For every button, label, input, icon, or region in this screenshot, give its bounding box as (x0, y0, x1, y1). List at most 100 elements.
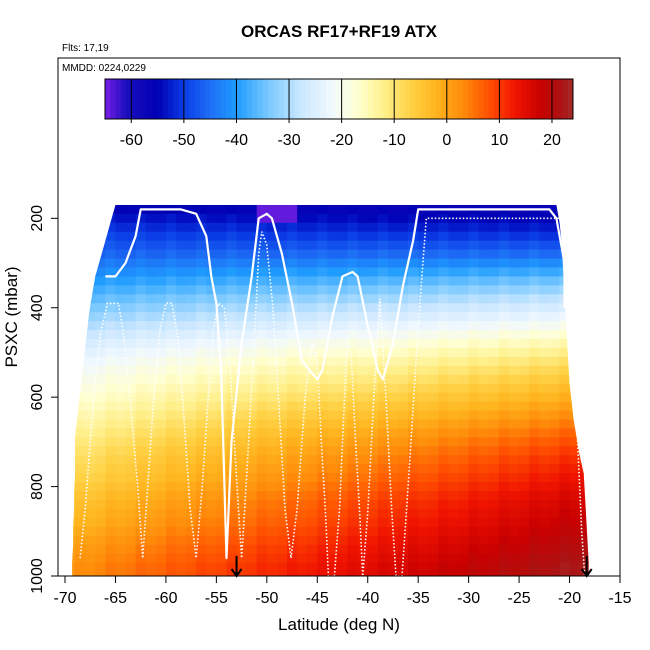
heatmap-cell (327, 356, 339, 367)
heatmap-cell (428, 347, 439, 358)
heatmap-cell (176, 562, 187, 573)
colorbar-cell (147, 79, 153, 119)
heatmap-cell (387, 392, 399, 403)
heatmap-cell (549, 526, 561, 537)
heatmap-cell (135, 499, 147, 510)
heatmap-cell (266, 508, 278, 519)
heatmap-cell (287, 535, 298, 546)
heatmap-cell (529, 312, 540, 322)
heatmap-cell (266, 482, 278, 492)
colorbar: -60 -50 -40 -30 -20 -10 0 10 20 (104, 78, 574, 149)
heatmap-cell (246, 240, 258, 251)
heatmap-cell (468, 464, 480, 474)
heatmap-cell (216, 258, 228, 269)
heatmap-cell (357, 419, 369, 430)
heatmap-cell (276, 526, 288, 537)
heatmap-cell (579, 517, 589, 528)
colorbar-cell (289, 79, 295, 119)
x-tick-label: -35 (407, 590, 430, 607)
heatmap-cell (145, 508, 157, 519)
heatmap-cell (236, 419, 248, 430)
heatmap-cell (448, 544, 460, 555)
heatmap-cell (458, 473, 470, 483)
heatmap-cell (488, 330, 500, 340)
heatmap-cell (367, 410, 379, 421)
heatmap-cell (519, 294, 530, 304)
heatmap-cell (458, 437, 470, 447)
heatmap-cell (569, 491, 581, 501)
heatmap-cell (448, 231, 460, 242)
heatmap-cell (216, 437, 228, 447)
heatmap-cell (196, 303, 207, 313)
heatmap-cell (478, 473, 490, 483)
heatmap-cell (176, 258, 187, 269)
heatmap-cell (297, 231, 308, 242)
heatmap-cell (165, 419, 177, 430)
heatmap-cell (155, 544, 167, 555)
heatmap-cell (196, 464, 207, 474)
heatmap-cell (307, 374, 318, 385)
heatmap-cell (377, 482, 389, 492)
colorbar-cell (183, 79, 190, 119)
heatmap-cell (105, 473, 117, 483)
heatmap-cell (287, 499, 298, 510)
heatmap-cell (549, 410, 561, 421)
heatmap-cell (287, 446, 298, 456)
heatmap-cell (398, 428, 409, 438)
heatmap-cell (317, 544, 328, 555)
heatmap-cell (357, 482, 369, 492)
heatmap-cell (498, 464, 510, 474)
heatmap-cell (327, 482, 339, 492)
heatmap-cell (529, 437, 540, 447)
colorbar-cell (157, 79, 164, 119)
heatmap-cell (458, 428, 470, 438)
heatmap-cell (509, 482, 520, 492)
heatmap-cell (418, 258, 429, 269)
heatmap-cell (529, 240, 540, 251)
heatmap-cell (276, 276, 288, 286)
heatmap-cell (549, 365, 561, 376)
heatmap-cell (266, 339, 278, 349)
heatmap-cell (145, 544, 157, 555)
heatmap-cell (418, 240, 429, 251)
heatmap-cell (196, 473, 207, 483)
heatmap-cell (387, 455, 399, 465)
heatmap-cell (317, 204, 328, 215)
colorbar-cell (152, 79, 159, 119)
heatmap-cell (95, 508, 106, 519)
heatmap-cell (468, 339, 480, 349)
heatmap-cell (155, 455, 167, 465)
heatmap-cell (125, 571, 137, 576)
heatmap-cell (337, 517, 349, 528)
colorbar-cell (268, 79, 274, 119)
heatmap-cell (428, 535, 439, 546)
heatmap-cell (246, 356, 258, 367)
heatmap-cell (509, 446, 520, 456)
heatmap-cell (216, 517, 228, 528)
heatmap-cell (196, 204, 207, 215)
heatmap-cell (236, 365, 248, 376)
heatmap-cell (408, 562, 419, 573)
heatmap-cell (478, 419, 490, 430)
heatmap-cell (75, 562, 86, 573)
heatmap-cell (468, 482, 480, 492)
x-tick-label: -65 (104, 590, 127, 607)
heatmap-cell (478, 267, 490, 278)
heatmap-cell (135, 544, 147, 555)
heatmap-cell (246, 347, 258, 358)
heatmap-cell (176, 571, 187, 576)
heatmap-cell (145, 231, 157, 242)
heatmap-cell (125, 526, 137, 537)
heatmap-cell (75, 499, 86, 510)
heatmap-cell (529, 276, 540, 286)
heatmap-cell (569, 437, 581, 447)
heatmap-cell (135, 437, 147, 447)
heatmap-cell (327, 401, 339, 412)
heatmap-cell (135, 347, 147, 358)
heatmap-cell (266, 392, 278, 403)
heatmap-cell (468, 303, 480, 313)
heatmap-cell (468, 473, 480, 483)
heatmap-cell (529, 491, 540, 501)
heatmap-cell (317, 258, 328, 269)
heatmap-cell (115, 303, 127, 313)
